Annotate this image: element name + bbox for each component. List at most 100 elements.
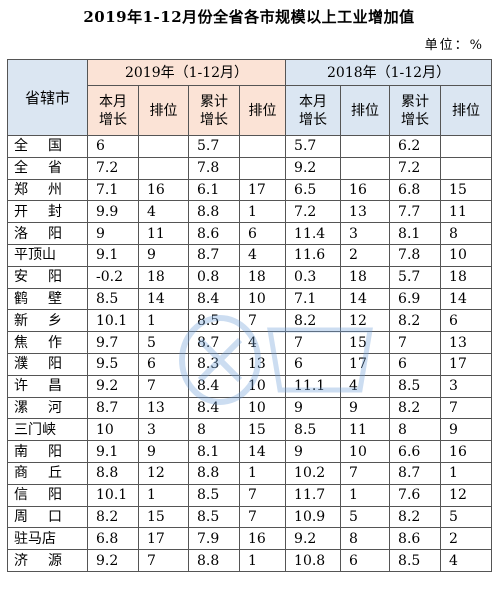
rank-header-2019-cumulative: 排位 xyxy=(238,85,287,136)
table-cell: 7 xyxy=(238,505,287,529)
table-cell: 5.7 xyxy=(285,135,342,158)
table-cell: 9.1 xyxy=(87,243,139,267)
table-cell: 8.2 xyxy=(389,309,442,333)
table-cell: 11.1 xyxy=(285,374,342,398)
region-name: 全国 xyxy=(7,135,88,158)
region-name: 全省 xyxy=(7,156,88,180)
table-cell: 8.5 xyxy=(87,287,139,311)
table-cell: 7.7 xyxy=(389,200,442,224)
header-line: 增长 xyxy=(99,111,127,128)
table-cell: 8.2 xyxy=(285,309,342,333)
cumulative-growth-header-2018: 累计 增长 xyxy=(389,85,442,136)
table-row: 三门峡 10 3 8 15 8.5 11 8 9 xyxy=(7,418,493,442)
table-cell: 8.2 xyxy=(389,505,442,529)
table-cell: 16 xyxy=(138,178,189,202)
table-cell: 9 xyxy=(87,222,139,245)
table-cell: 14 xyxy=(138,287,189,311)
table-cell: 9 xyxy=(138,440,189,463)
table-cell: 14 xyxy=(238,440,287,463)
data-table: 省辖市 2019年（1-12月） 2018年（1-12月） 本月 增长 排位 累计… xyxy=(7,59,493,572)
region-name: 南阳 xyxy=(7,440,88,463)
year-2018-header: 2018年（1-12月） xyxy=(285,59,493,86)
table-cell: 13 xyxy=(340,200,391,224)
table-cell: 11.6 xyxy=(285,243,342,267)
table-cell: 17 xyxy=(340,352,391,376)
table-cell: 4 xyxy=(340,374,391,398)
table-cell: 16 xyxy=(440,440,493,463)
table-cell: 7.1 xyxy=(87,178,139,202)
table-row: 濮阳 9.5 6 8.3 13 6 17 6 17 xyxy=(7,352,493,376)
table-cell: 6 xyxy=(340,549,391,572)
table-cell: 11.7 xyxy=(285,483,342,507)
region-name: 漯河 xyxy=(7,396,88,420)
region-name: 许昌 xyxy=(7,374,88,398)
region-name: 郑州 xyxy=(7,178,88,202)
table-cell: 8.5 xyxy=(389,374,442,398)
table-cell: 9.2 xyxy=(87,374,139,398)
table-cell: 1 xyxy=(238,461,287,485)
table-cell: 1 xyxy=(440,461,493,485)
table-cell: 6 xyxy=(440,309,493,333)
table-cell: 6 xyxy=(285,352,342,376)
region-name: 商丘 xyxy=(7,461,88,485)
region-name: 新乡 xyxy=(7,309,88,333)
table-cell: 12 xyxy=(138,461,189,485)
table-cell: 1 xyxy=(138,483,189,507)
table-cell: 8.2 xyxy=(87,505,139,529)
table-row: 许昌 9.2 7 8.4 10 11.1 4 8.5 3 xyxy=(7,374,493,398)
table-cell: 9 xyxy=(285,396,342,420)
table-cell: 13 xyxy=(440,331,493,354)
header-line: 累计 xyxy=(401,93,430,110)
table-cell: 4 xyxy=(138,200,189,224)
table-cell: 1 xyxy=(138,309,189,333)
table-cell: 8.8 xyxy=(87,461,139,485)
table-cell: 11 xyxy=(440,200,493,224)
table-cell: 6.2 xyxy=(389,135,442,158)
table-cell xyxy=(440,156,493,180)
table-cell: 8.1 xyxy=(188,440,240,463)
table-cell: 7 xyxy=(138,374,189,398)
unit-label: 单位：% xyxy=(424,38,484,53)
table-cell: 8.6 xyxy=(188,222,240,245)
table-cell: 15 xyxy=(340,331,391,354)
table-cell: 8 xyxy=(440,222,493,245)
table-cell: 10 xyxy=(87,418,139,442)
table-cell: 7.8 xyxy=(188,156,240,180)
table-cell: 7.2 xyxy=(285,200,342,224)
table-cell: 8 xyxy=(389,418,442,442)
table-cell: 7.2 xyxy=(87,156,139,180)
table-cell: 9.5 xyxy=(87,352,139,376)
table-cell: 7 xyxy=(238,309,287,333)
table-cell: 8.7 xyxy=(87,396,139,420)
table-cell: 10 xyxy=(340,440,391,463)
table-cell: 8.7 xyxy=(188,331,240,354)
year-2019-header: 2019年（1-12月） xyxy=(86,59,287,86)
table-cell xyxy=(440,135,493,158)
table-cell: 12 xyxy=(440,483,493,507)
table-cell: 7 xyxy=(389,331,442,354)
table-cell: 11.4 xyxy=(285,222,342,245)
table-cell: 10.8 xyxy=(285,549,342,572)
table-cell: 1 xyxy=(238,549,287,572)
table-cell: 4 xyxy=(238,243,287,267)
region-name: 洛阳 xyxy=(7,222,88,245)
table-cell: 8.5 xyxy=(188,505,240,529)
table-cell: 5 xyxy=(440,505,493,529)
table-cell: 8.6 xyxy=(389,527,442,551)
table-row: 洛阳 9 11 8.6 6 11.4 3 8.1 8 xyxy=(7,222,493,245)
table-row: 驻马店 6.8 17 7.9 16 9.2 8 8.6 2 xyxy=(7,527,493,551)
table-cell: 6.9 xyxy=(389,287,442,311)
table-cell: 9.2 xyxy=(285,156,342,180)
table-cell: 8.4 xyxy=(188,287,240,311)
table-cell: 7.9 xyxy=(188,527,240,551)
region-name: 安阳 xyxy=(7,265,88,289)
table-cell: 8.4 xyxy=(188,396,240,420)
table-cell: 0.8 xyxy=(188,265,240,289)
table-cell xyxy=(138,156,189,180)
table-cell: 5.7 xyxy=(188,135,240,158)
table-row: 开封 9.9 4 8.8 1 7.2 13 7.7 11 xyxy=(7,200,493,224)
table-cell: 1 xyxy=(340,483,391,507)
month-growth-header-2019: 本月 增长 xyxy=(87,85,139,136)
table-cell: 18 xyxy=(238,265,287,289)
